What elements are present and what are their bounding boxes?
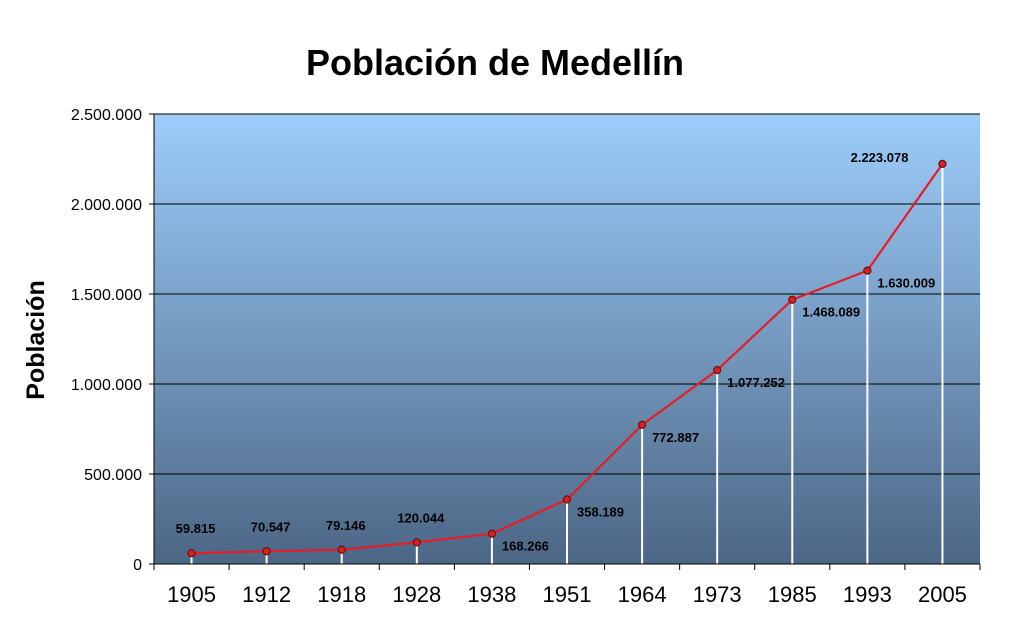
y-tick-label: 1.000.000 <box>71 377 142 394</box>
data-point <box>412 538 421 547</box>
x-tick-label: 1928 <box>392 582 441 607</box>
data-label: 79.146 <box>326 518 366 533</box>
data-label: 1.077.252 <box>727 375 785 390</box>
data-point <box>713 365 722 375</box>
x-tick-label: 1993 <box>843 582 892 607</box>
y-tick-labels: 0 500.000 1.000.000 1.500.000 2.000.000 2.500… <box>71 107 142 574</box>
data-label: 168.266 <box>502 539 549 554</box>
x-tick-label: 1973 <box>693 582 742 607</box>
data-point <box>487 529 497 538</box>
data-label: 70.547 <box>251 519 291 534</box>
x-tick-label: 1912 <box>242 582 291 607</box>
x-tick-label: 1951 <box>543 582 592 607</box>
y-tick-label: 2.000.000 <box>71 197 142 214</box>
data-point <box>637 420 647 429</box>
data-label: 358.189 <box>577 505 624 520</box>
data-label: 1.468.089 <box>802 305 860 320</box>
x-tick-label: 1985 <box>768 582 817 607</box>
data-label: 2.223.078 <box>851 150 909 165</box>
data-point <box>788 295 797 304</box>
series-markers <box>187 159 947 558</box>
gridlines <box>149 113 980 565</box>
data-label: 120.044 <box>397 510 445 525</box>
chart-title: Población de Medellín <box>306 42 684 83</box>
y-tick-label: 2.500.000 <box>71 107 142 124</box>
drop-lines <box>190 163 944 564</box>
y-tick-label: 0 <box>133 557 142 574</box>
data-point <box>562 495 572 504</box>
x-tick-label: 1964 <box>618 582 667 607</box>
plot-area <box>154 114 980 564</box>
data-label: 1.630.009 <box>877 276 935 291</box>
data-labels: 59.815 70.547 79.146 120.044 168.266 358.189 7… <box>176 150 936 554</box>
data-point <box>337 545 346 554</box>
y-tick-label: 1.500.000 <box>71 287 142 304</box>
x-tick-label: 1905 <box>167 582 216 607</box>
x-tick-label: 1918 <box>317 582 366 607</box>
y-tick-label: 500.000 <box>84 467 142 484</box>
data-point <box>187 549 196 558</box>
y-axis-label: Población <box>22 280 50 399</box>
x-tick-labels: 1905 1912 1918 1928 1938 1951 1964 1973 1985 1993… <box>153 564 981 607</box>
x-tick-label: 2005 <box>918 582 967 607</box>
data-label: 59.815 <box>176 521 216 536</box>
data-label: 772.887 <box>652 430 699 445</box>
data-point <box>262 547 271 556</box>
x-tick-label: 1938 <box>467 582 516 607</box>
data-point <box>863 266 872 275</box>
data-point <box>938 159 947 168</box>
